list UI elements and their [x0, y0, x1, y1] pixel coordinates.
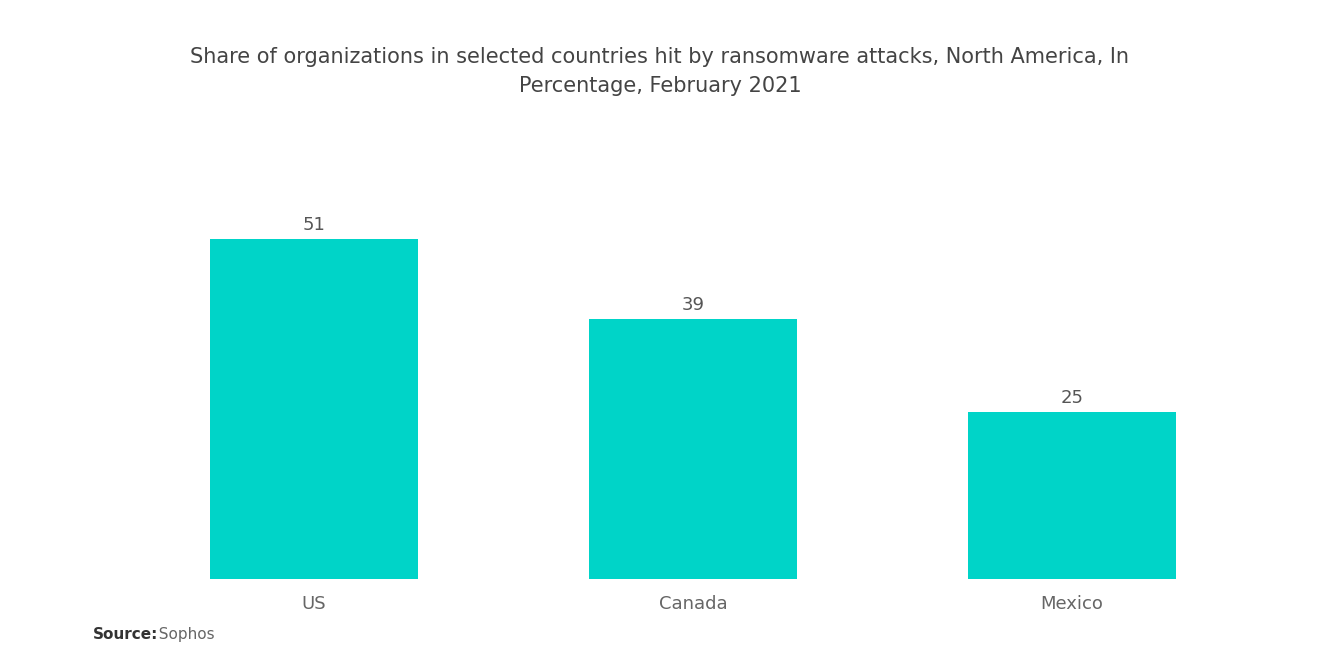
Text: Share of organizations in selected countries hit by ransomware attacks, North Am: Share of organizations in selected count…: [190, 47, 1130, 96]
Bar: [210, 239, 418, 579]
Text: Sophos: Sophos: [149, 626, 215, 642]
Text: 51: 51: [302, 216, 326, 234]
Text: Source:: Source:: [92, 626, 158, 642]
Text: 39: 39: [681, 296, 705, 314]
Bar: [589, 319, 797, 579]
Bar: [968, 412, 1176, 579]
Text: 25: 25: [1060, 389, 1084, 407]
